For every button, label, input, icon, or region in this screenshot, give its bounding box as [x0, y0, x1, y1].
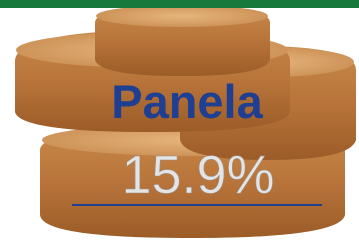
title: Panela: [111, 75, 263, 128]
panela-card: Panela 15.9%: [0, 0, 359, 240]
value: 15.9%: [121, 145, 274, 205]
header-bar: [0, 0, 359, 8]
page: {"title": "Panela", "value": "15.9%"} Pa…: [0, 0, 359, 240]
panela-block: [95, 5, 270, 76]
